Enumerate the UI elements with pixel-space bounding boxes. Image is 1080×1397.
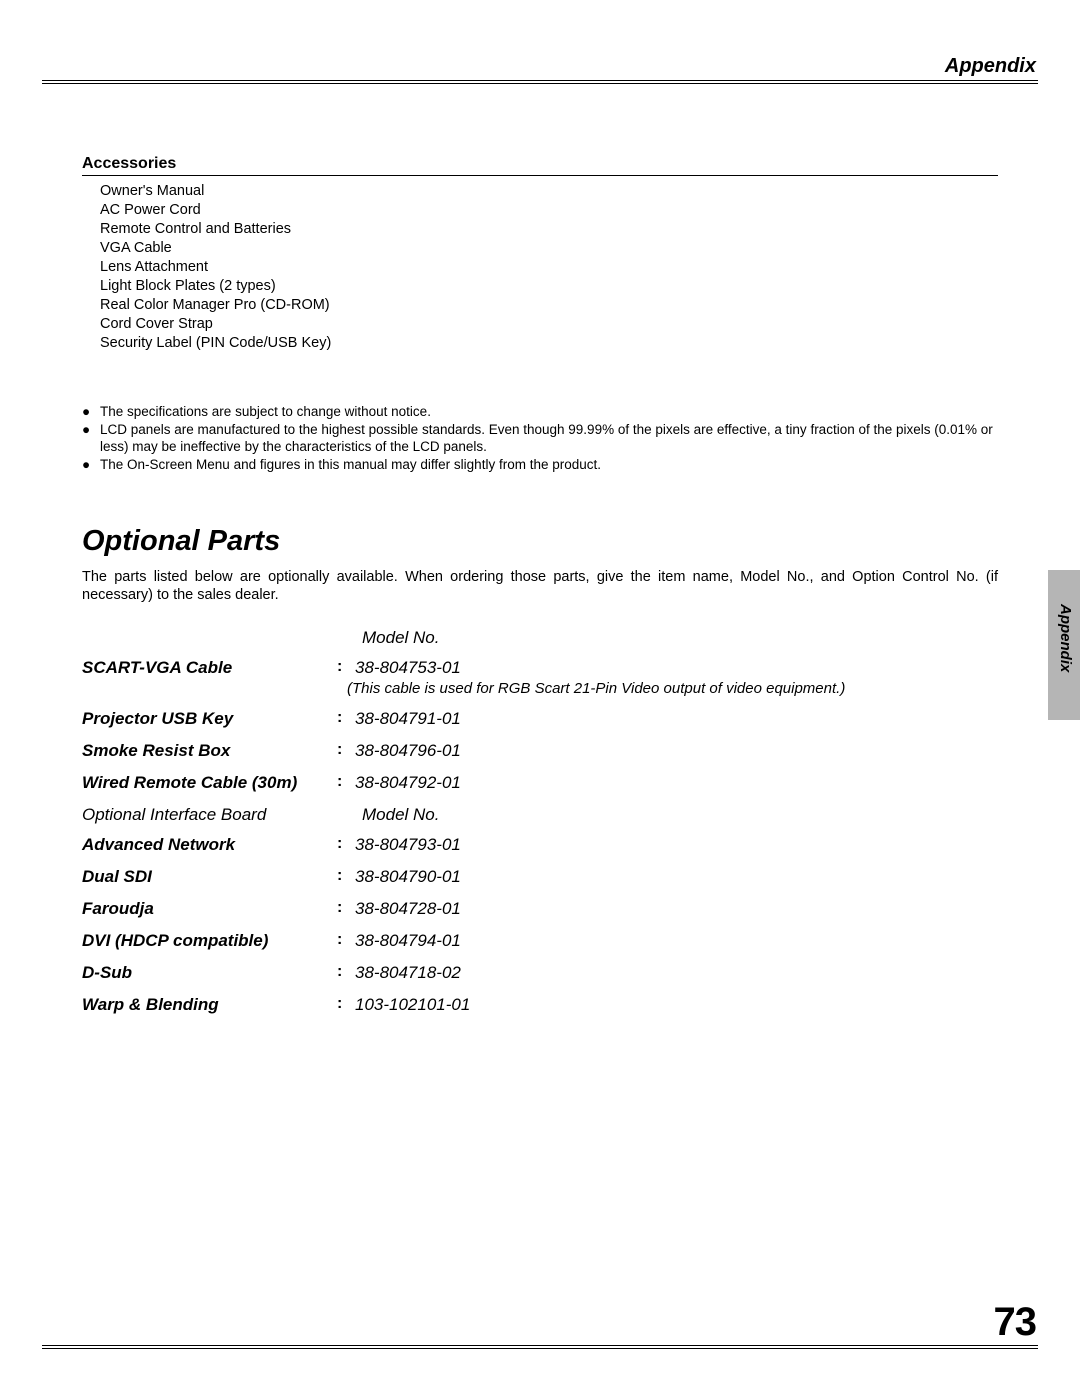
- bullet-icon: ●: [82, 421, 100, 455]
- part-desc: (This cable is used for RGB Scart 21-Pin…: [347, 680, 845, 697]
- part-row: SCART-VGA Cable : 38-804753-01 (This cab…: [82, 658, 998, 697]
- part-model: 103-102101-01: [355, 995, 470, 1015]
- colon: :: [337, 899, 347, 917]
- accessory-item: AC Power Cord: [100, 201, 998, 220]
- optional-interface-subhead: Optional Interface Board Model No.: [82, 805, 998, 825]
- part-row: Wired Remote Cable (30m) : 38-804792-01: [82, 773, 998, 793]
- footer-rule: [42, 1345, 1038, 1349]
- colon: :: [337, 835, 347, 853]
- header-rule: [42, 80, 1038, 84]
- accessory-item: Light Block Plates (2 types): [100, 277, 998, 296]
- subhead-model: Model No.: [362, 805, 439, 825]
- colon: :: [337, 995, 347, 1013]
- part-model: 38-804791-01: [355, 709, 461, 729]
- part-row: Warp & Blending : 103-102101-01: [82, 995, 998, 1015]
- part-model: 38-804728-01: [355, 899, 461, 919]
- part-row: Projector USB Key : 38-804791-01: [82, 709, 998, 729]
- colon: :: [337, 931, 347, 949]
- accessory-item: Lens Attachment: [100, 258, 998, 277]
- note-item: ● The specifications are subject to chan…: [82, 403, 998, 420]
- accessory-item: Remote Control and Batteries: [100, 220, 998, 239]
- accessory-item: VGA Cable: [100, 239, 998, 258]
- parts-table: Model No. SCART-VGA Cable : 38-804753-01…: [82, 628, 998, 1015]
- part-row: D-Sub : 38-804718-02: [82, 963, 998, 983]
- accessory-item: Real Color Manager Pro (CD-ROM): [100, 296, 998, 315]
- bullet-icon: ●: [82, 403, 100, 420]
- part-name: Dual SDI: [82, 867, 337, 887]
- part-name: SCART-VGA Cable: [82, 658, 337, 678]
- optional-parts-intro: The parts listed below are optionally av…: [82, 568, 998, 604]
- accessory-item: Cord Cover Strap: [100, 315, 998, 334]
- optional-parts-title: Optional Parts: [82, 525, 998, 558]
- part-model: 38-804792-01: [355, 773, 461, 793]
- note-item: ● The On-Screen Menu and figures in this…: [82, 456, 998, 473]
- colon: :: [337, 773, 347, 791]
- colon: :: [337, 867, 347, 885]
- colon: :: [337, 741, 347, 759]
- part-row: Dual SDI : 38-804790-01: [82, 867, 998, 887]
- note-text: LCD panels are manufactured to the highe…: [100, 421, 998, 455]
- part-name: DVI (HDCP compatible): [82, 931, 337, 951]
- accessories-list: Owner's Manual AC Power Cord Remote Cont…: [82, 182, 998, 353]
- accessory-item: Security Label (PIN Code/USB Key): [100, 334, 998, 353]
- part-row: DVI (HDCP compatible) : 38-804794-01: [82, 931, 998, 951]
- part-model: 38-804753-01: [355, 658, 845, 678]
- part-name: Projector USB Key: [82, 709, 337, 729]
- content: Accessories Owner's Manual AC Power Cord…: [82, 155, 998, 1027]
- bullet-icon: ●: [82, 456, 100, 473]
- note-text: The On-Screen Menu and figures in this m…: [100, 456, 998, 473]
- part-model: 38-804790-01: [355, 867, 461, 887]
- page: Appendix Accessories Owner's Manual AC P…: [0, 0, 1080, 1397]
- part-name: D-Sub: [82, 963, 337, 983]
- accessory-item: Owner's Manual: [100, 182, 998, 201]
- part-name: Smoke Resist Box: [82, 741, 337, 761]
- part-name: Faroudja: [82, 899, 337, 919]
- model-no-header: Model No.: [362, 628, 439, 648]
- colon: :: [337, 658, 347, 676]
- note-item: ● LCD panels are manufactured to the hig…: [82, 421, 998, 455]
- subhead-name: Optional Interface Board: [82, 805, 337, 825]
- side-tab: Appendix: [1048, 570, 1080, 720]
- part-name: Wired Remote Cable (30m): [82, 773, 337, 793]
- note-text: The specifications are subject to change…: [100, 403, 998, 420]
- colon: :: [337, 963, 347, 981]
- part-model: 38-804796-01: [355, 741, 461, 761]
- part-model: 38-804793-01: [355, 835, 461, 855]
- part-name: Warp & Blending: [82, 995, 337, 1015]
- colon: :: [337, 709, 347, 727]
- side-tab-label: Appendix: [1057, 604, 1074, 672]
- part-model: 38-804794-01: [355, 931, 461, 951]
- notes-block: ● The specifications are subject to chan…: [82, 403, 998, 473]
- part-row: Advanced Network : 38-804793-01: [82, 835, 998, 855]
- parts-header-row: Model No.: [82, 628, 998, 648]
- part-name: Advanced Network: [82, 835, 337, 855]
- part-row: Smoke Resist Box : 38-804796-01: [82, 741, 998, 761]
- page-number: 73: [994, 1300, 1037, 1345]
- part-row: Faroudja : 38-804728-01: [82, 899, 998, 919]
- header-appendix: Appendix: [945, 55, 1036, 78]
- part-model: 38-804718-02: [355, 963, 461, 983]
- accessories-label: Accessories: [82, 155, 998, 176]
